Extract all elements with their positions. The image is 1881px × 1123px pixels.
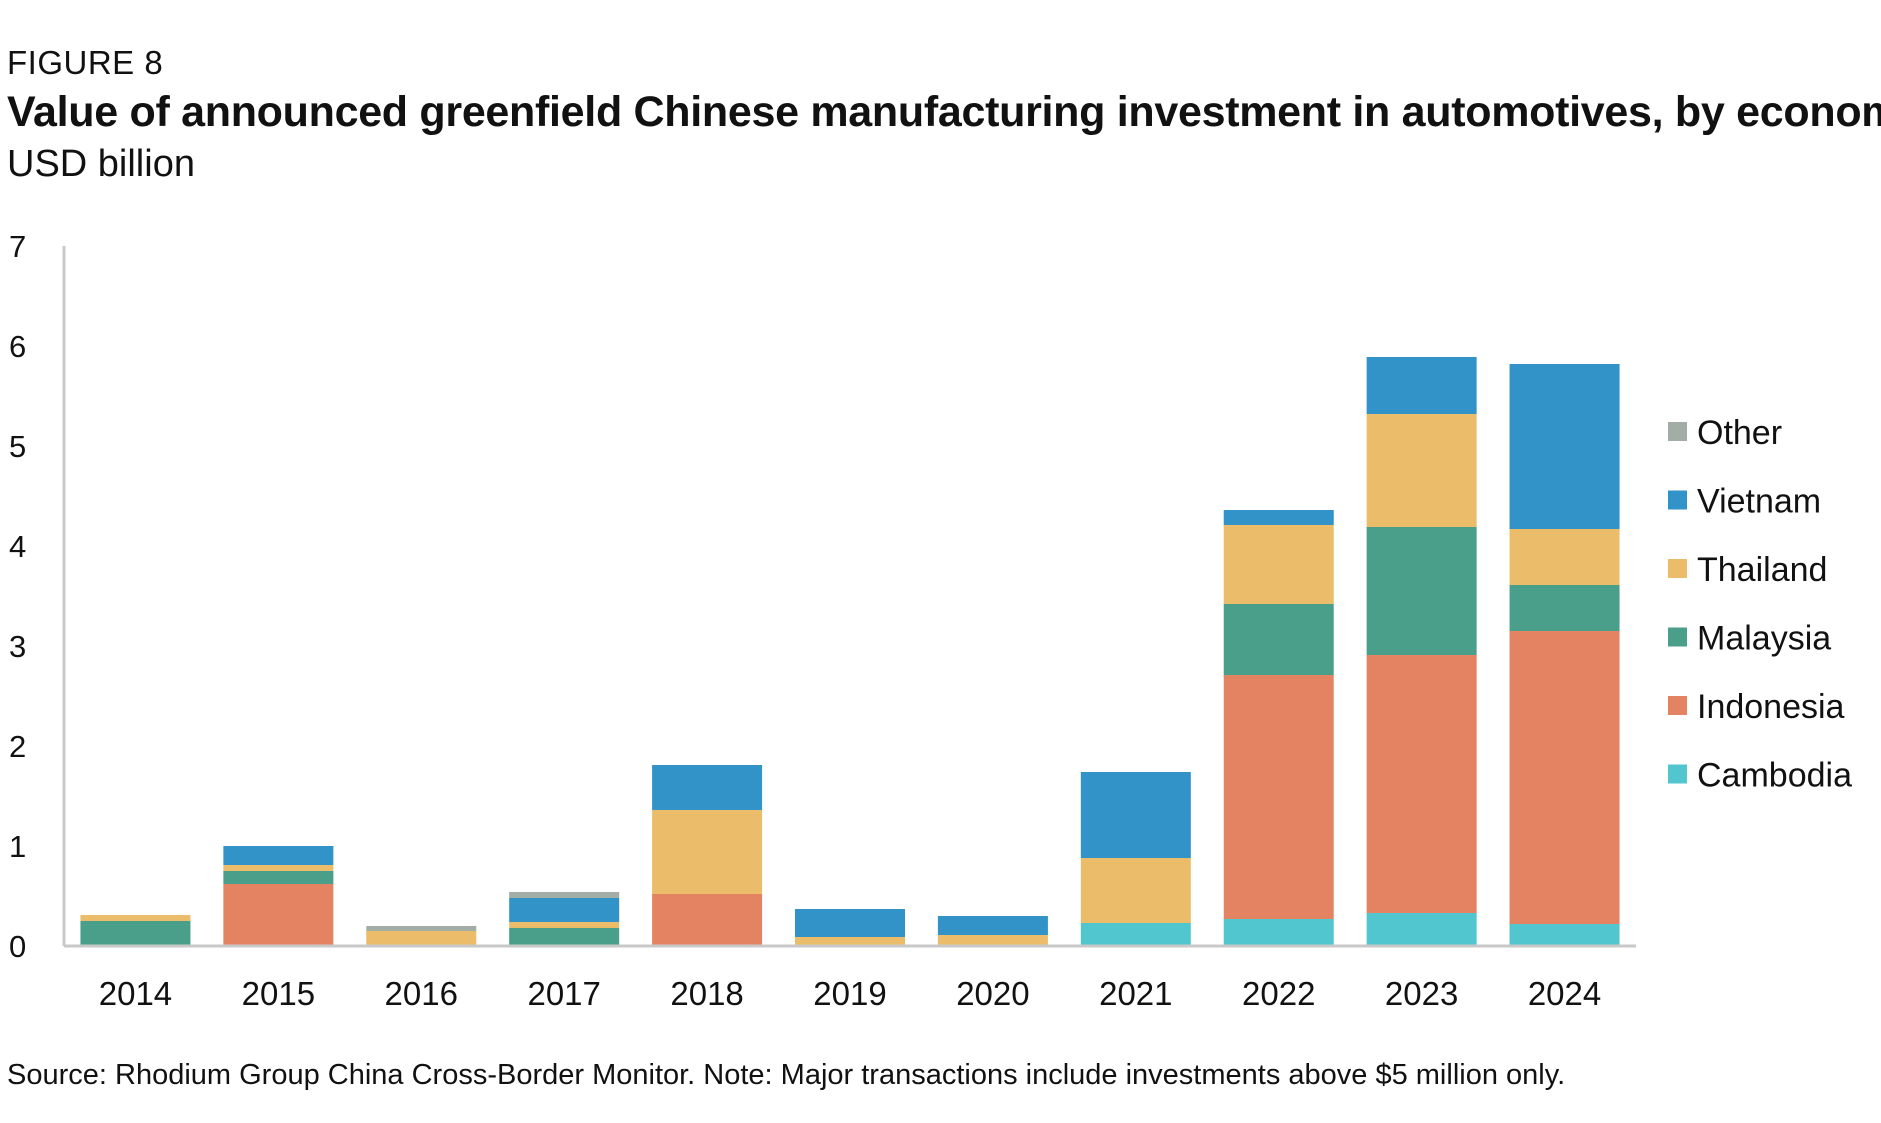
bar-segment-vietnam-2021: [1080, 772, 1191, 858]
bar-segment-thailand-2015: [223, 865, 334, 871]
bar-segment-thailand-2020: [937, 935, 1048, 946]
bar-segment-vietnam-2020: [937, 916, 1048, 935]
legend-label-indonesia: Indonesia: [1697, 688, 1845, 726]
bar-segment-malaysia-2023: [1366, 527, 1477, 655]
bar-segment-malaysia-2017: [509, 928, 620, 946]
x-tick-label: 2019: [813, 975, 886, 1012]
legend-swatch-indonesia: [1668, 696, 1687, 715]
bar-segment-other-2017: [509, 892, 620, 898]
chart-subtitle: USD billion: [7, 143, 195, 185]
bar-segment-thailand-2022: [1223, 525, 1334, 604]
y-tick-label: 2: [9, 729, 26, 764]
bar-segment-vietnam-2022: [1223, 510, 1334, 525]
x-tick-label: 2020: [956, 975, 1029, 1012]
bar-segment-malaysia-2024: [1509, 585, 1620, 631]
bar-segment-vietnam-2019: [795, 909, 905, 937]
y-tick-label: 0: [9, 929, 26, 964]
bar-segment-malaysia-2015: [223, 871, 334, 884]
bar-segment-indonesia-2024: [1509, 631, 1620, 924]
legend-swatch-vietnam: [1668, 490, 1687, 510]
x-tick-label: 2024: [1528, 975, 1601, 1012]
legend-label-malaysia: Malaysia: [1697, 620, 1831, 658]
bar-segment-indonesia-2018: [652, 894, 763, 946]
legend-label-thailand: Thailand: [1697, 551, 1827, 589]
x-axis-ticks: 2014 2015 2016 2017 2018 2019 2020 2021 2022 2023…: [99, 975, 1602, 1012]
legend-label-cambodia: Cambodia: [1697, 757, 1852, 795]
legend: Other Vietnam Thailand Malaysia Indonesia Cam…: [1668, 414, 1852, 795]
y-tick-label: 7: [9, 229, 26, 264]
chart-title: Value of announced greenfield Chinese ma…: [7, 88, 1881, 136]
bar-segment-thailand-2014: [80, 915, 191, 921]
bar-segment-thailand-2016: [366, 931, 477, 946]
x-tick-label: 2022: [1242, 975, 1315, 1012]
bar-segment-thailand-2021: [1080, 858, 1191, 923]
bar-segment-vietnam-2018: [652, 765, 763, 810]
y-tick-label: 3: [9, 629, 26, 664]
x-tick-label: 2021: [1099, 975, 1172, 1012]
bar-segment-thailand-2023: [1366, 414, 1477, 527]
bar-segment-thailand-2019: [795, 937, 905, 946]
y-axis-ticks: 0 1 2 3 4 5 6 7: [9, 229, 26, 964]
y-tick-label: 4: [9, 529, 26, 564]
bar-segment-vietnam-2023: [1366, 357, 1477, 414]
bar-segment-indonesia-2023: [1366, 655, 1477, 913]
x-tick-label: 2017: [527, 975, 600, 1012]
bar-segment-thailand-2024: [1509, 529, 1620, 585]
bar-segment-cambodia-2022: [1223, 919, 1334, 946]
bar-segment-vietnam-2015: [223, 846, 334, 865]
y-tick-label: 6: [9, 329, 26, 364]
bar-segment-malaysia-2022: [1223, 604, 1334, 675]
legend-swatch-cambodia: [1668, 764, 1687, 784]
stacked-bar-chart: 0 1 2 3 4 5 6 7 2014 2015 2016 2017 2018 2019 2020 202…: [9, 229, 1852, 1012]
y-tick-label: 5: [9, 429, 26, 464]
bar-segment-thailand-2018: [652, 810, 763, 894]
bar-segment-vietnam-2024: [1509, 364, 1620, 529]
bar-segment-cambodia-2021: [1080, 923, 1191, 946]
legend-swatch-malaysia: [1668, 627, 1687, 647]
y-tick-label: 1: [9, 829, 26, 864]
x-tick-label: 2015: [242, 975, 315, 1012]
bar-segment-vietnam-2017: [509, 898, 620, 922]
bar-segment-thailand-2017: [509, 922, 620, 928]
figure-label: FIGURE 8: [7, 44, 164, 81]
bar-segment-cambodia-2023: [1366, 913, 1477, 946]
bar-segment-other-2016: [366, 926, 477, 931]
x-tick-label: 2018: [670, 975, 743, 1012]
bar-segment-indonesia-2022: [1223, 675, 1334, 919]
bar-segment-indonesia-2015: [223, 884, 334, 946]
x-tick-label: 2016: [385, 975, 458, 1012]
source-note: Source: Rhodium Group China Cross-Border…: [7, 1059, 1566, 1091]
bar-segment-malaysia-2014: [80, 921, 191, 946]
legend-swatch-other: [1668, 422, 1687, 441]
bar-segment-cambodia-2024: [1509, 924, 1620, 946]
legend-label-vietnam: Vietnam: [1697, 483, 1821, 521]
axes: [62, 246, 1636, 948]
legend-label-other: Other: [1697, 414, 1782, 452]
x-tick-label: 2014: [99, 975, 172, 1012]
legend-swatch-thailand: [1668, 559, 1687, 578]
bar-stacks: [80, 357, 1620, 946]
x-tick-label: 2023: [1385, 975, 1458, 1012]
